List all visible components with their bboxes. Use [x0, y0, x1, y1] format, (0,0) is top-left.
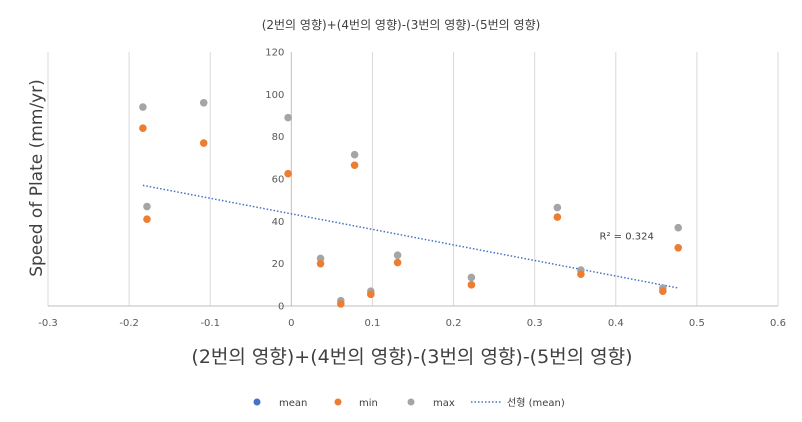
point-min [467, 281, 476, 289]
x-tick-label: 0.4 [608, 318, 624, 329]
axes: -0.3 -0.2 -0.1 0 0.1 0.2 0.3 0.4 0.5 0.6 0 20 40 60 80… [38, 48, 786, 330]
point-max [316, 254, 325, 263]
point-min [393, 258, 402, 267]
legend-marker-mean [253, 398, 261, 406]
legend-marker-min [334, 398, 342, 406]
point-max [393, 251, 402, 259]
legend-label-max: max [433, 398, 455, 409]
x-tick-label: 0.6 [770, 318, 786, 329]
point-min [337, 300, 345, 308]
trendline-layer [142, 184, 679, 289]
x-tick-label: -0.1 [200, 318, 220, 329]
legend-label-min: min [359, 398, 378, 409]
x-tick-label: 0.3 [527, 318, 543, 329]
y-tick-label: 80 [272, 132, 285, 143]
point-min [316, 259, 325, 268]
y-tick-label: 60 [272, 175, 285, 186]
gridlines [47, 52, 779, 306]
x-axis-label: (2번의 영향)+(4번의 영향)-(3번의 영향)-(5번의 영향) [191, 346, 632, 368]
point-min [284, 169, 292, 178]
x-tick-label: 0.2 [446, 318, 462, 329]
y-tick-label: 100 [265, 90, 284, 101]
point-max [143, 202, 151, 211]
point-max [139, 103, 147, 111]
point-max [350, 150, 359, 159]
y-tick-label: 20 [272, 259, 285, 270]
point-min [577, 270, 585, 279]
point-min [659, 287, 667, 295]
point-min [674, 243, 683, 252]
point-max [199, 99, 208, 107]
point-max [467, 273, 476, 282]
point-max [553, 203, 562, 212]
data-points [139, 99, 683, 308]
legend-label-mean: mean [279, 398, 307, 409]
y-tick-label: 0 [278, 302, 284, 313]
legend: mean min max 선형 (mean) [253, 397, 565, 409]
x-tick-label: 0.5 [689, 318, 705, 329]
point-max [284, 113, 292, 122]
point-min [553, 213, 562, 221]
trendline [142, 184, 679, 289]
x-tick-label: 0 [288, 318, 294, 329]
legend-label-trendline: 선형 (mean) [507, 397, 565, 409]
point-min [143, 215, 151, 224]
y-axis-label: Speed of Plate (mm/yr) [27, 79, 47, 277]
x-tick-label: -0.2 [119, 318, 139, 329]
point-max [674, 223, 683, 232]
point-min [139, 124, 147, 132]
point-min [350, 161, 359, 170]
y-tick-label: 120 [265, 48, 284, 59]
chart-title: (2번의 영향)+(4번의 영향)-(3번의 영향)-(5번의 영향) [262, 18, 541, 32]
y-tick-label: 40 [272, 217, 285, 228]
r-squared-label: R² = 0.324 [600, 232, 654, 243]
x-tick-label: 0.1 [364, 318, 380, 329]
point-min [367, 290, 375, 299]
legend-marker-max [407, 398, 415, 406]
x-tick-label: -0.3 [38, 318, 58, 329]
point-min [199, 139, 208, 147]
